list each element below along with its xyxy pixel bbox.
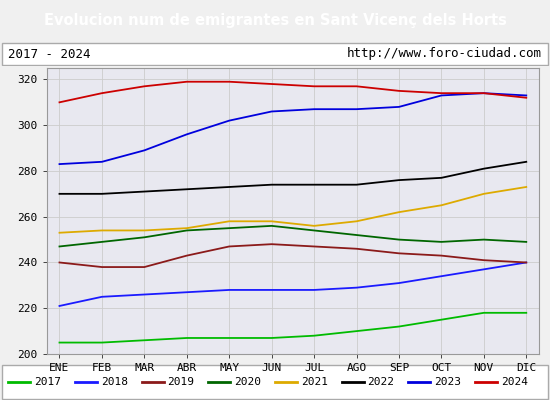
Text: 2017: 2017 bbox=[34, 377, 61, 387]
Text: 2024: 2024 bbox=[501, 377, 528, 387]
Text: 2023: 2023 bbox=[434, 377, 461, 387]
Text: http://www.foro-ciudad.com: http://www.foro-ciudad.com bbox=[346, 48, 542, 60]
Text: 2022: 2022 bbox=[367, 377, 394, 387]
Text: 2018: 2018 bbox=[101, 377, 128, 387]
Text: Evolucion num de emigrantes en Sant Vicenç dels Horts: Evolucion num de emigrantes en Sant Vice… bbox=[43, 14, 507, 28]
Text: 2020: 2020 bbox=[234, 377, 261, 387]
Text: 2021: 2021 bbox=[301, 377, 328, 387]
Text: 2019: 2019 bbox=[167, 377, 195, 387]
Text: 2017 - 2024: 2017 - 2024 bbox=[8, 48, 91, 60]
